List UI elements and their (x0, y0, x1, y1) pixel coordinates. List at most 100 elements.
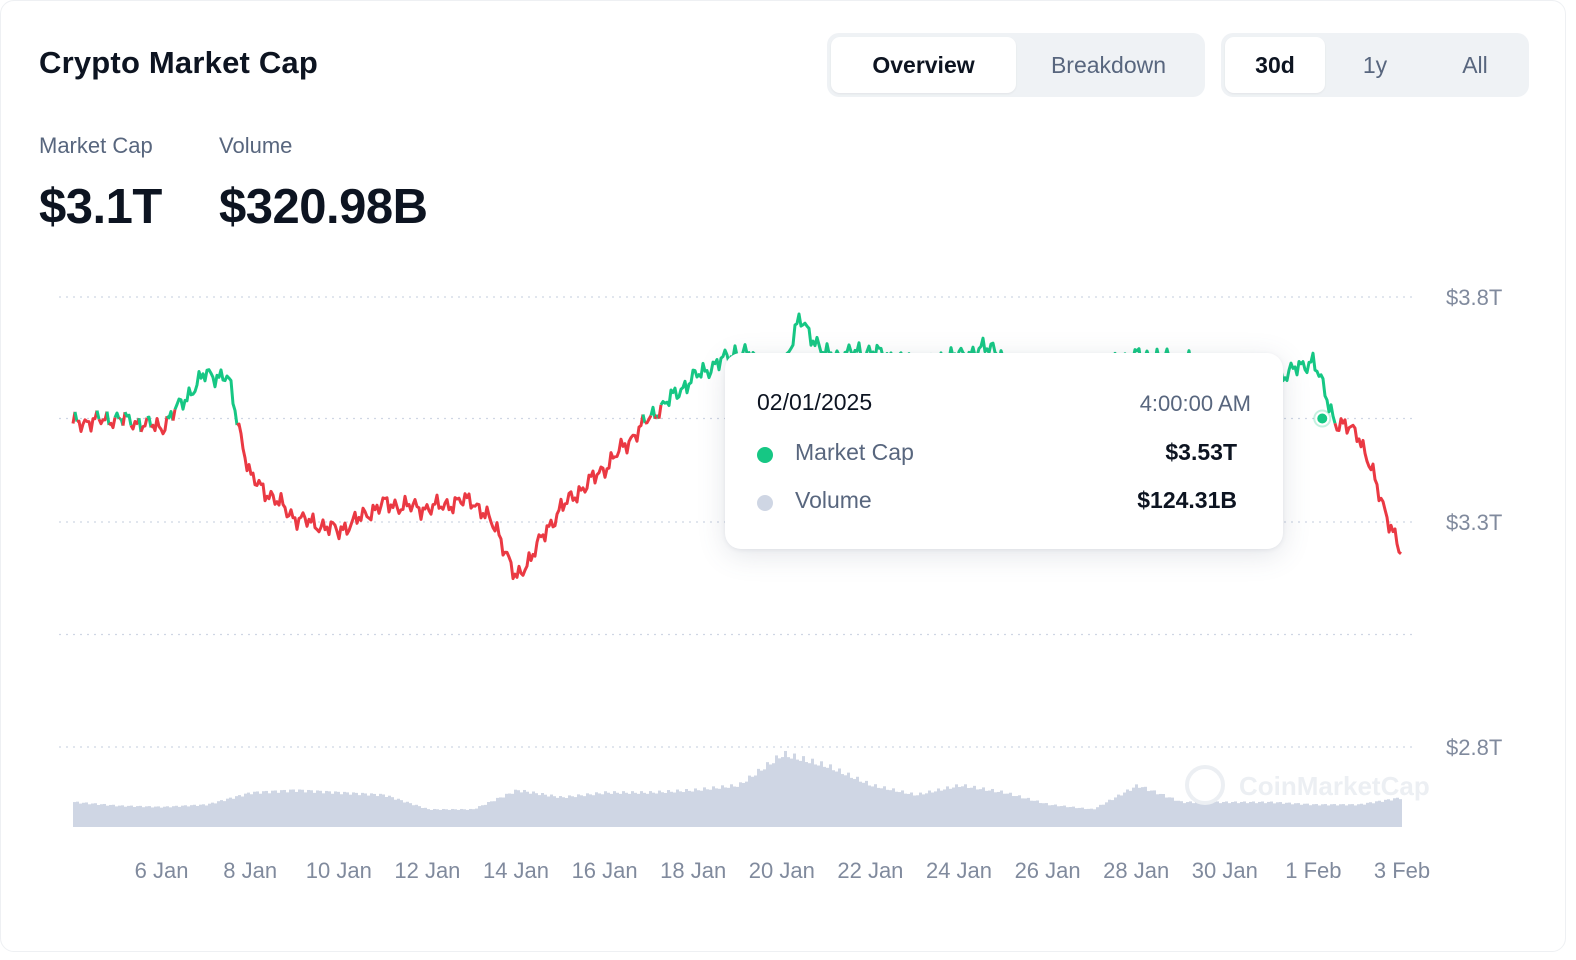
volume-bar (526, 791, 529, 827)
volume-bar (388, 795, 391, 827)
tooltip-market-cap-label: Market Cap (795, 439, 914, 465)
x-tick-label: 6 Jan (135, 858, 189, 883)
volume-bar (835, 771, 838, 827)
volume-bar (361, 792, 364, 827)
volume-bar (205, 805, 208, 827)
volume-bar (1255, 803, 1258, 827)
volume-bar (772, 763, 775, 827)
range-30d[interactable]: 30d (1225, 37, 1325, 93)
volume-bar (286, 792, 289, 827)
volume-bar (352, 792, 355, 827)
volume-bar (1126, 789, 1129, 827)
range-all[interactable]: All (1462, 52, 1488, 78)
volume-bar (157, 806, 160, 827)
volume-bar (553, 796, 556, 827)
volume-bar (1039, 803, 1042, 827)
volume-bar (1135, 784, 1138, 827)
volume-bar (1150, 790, 1153, 827)
range-1y[interactable]: 1y (1362, 52, 1388, 78)
volume-bar (259, 793, 262, 827)
volume-bar (943, 789, 946, 827)
volume-bar (1276, 802, 1279, 827)
y-tick-label: $3.3T (1446, 510, 1502, 535)
volume-bar (1390, 800, 1393, 827)
volume-bar (925, 793, 928, 827)
tab-overview[interactable]: Overview (831, 37, 1016, 93)
volume-bar (1270, 801, 1273, 827)
volume-bar (1183, 803, 1186, 827)
market-cap-line-up (641, 414, 647, 424)
volume-bar (559, 796, 562, 827)
tab-breakdown[interactable]: Breakdown (1050, 52, 1167, 78)
volume-bar (139, 805, 142, 827)
volume-bar (1108, 799, 1111, 827)
volume-bar (316, 790, 319, 827)
volume-bar (1093, 809, 1096, 827)
volume-bar (709, 789, 712, 827)
range-toggle: 30d 1y All (1221, 33, 1529, 97)
volume-bar (457, 809, 460, 827)
volume-bar (415, 804, 418, 827)
volume-bar (1156, 794, 1159, 827)
volume-bar (535, 793, 538, 827)
market-cap-line-down (149, 415, 169, 436)
volume-bar (961, 786, 964, 827)
volume-bar (1291, 804, 1294, 827)
market-cap-chart[interactable]: $3.8T $3.3T $2.8T 6 Jan 8 Jan 10 Jan 12 Jan 14 … (1, 271, 1561, 911)
volume-bar (1237, 803, 1240, 827)
tooltip-volume-value: $124.31B (1137, 487, 1237, 513)
volume-bar (718, 788, 721, 827)
volume-bar (676, 789, 679, 827)
volume-bar (976, 789, 979, 827)
volume-bar (1144, 786, 1147, 827)
market-cap-line-up (649, 405, 657, 420)
volume-bar (94, 803, 97, 827)
volume-bar (586, 793, 589, 827)
volume-bar (982, 787, 985, 827)
volume-bar (1324, 804, 1327, 827)
volume-bar (283, 789, 286, 827)
volume-bar (355, 792, 358, 827)
volume-bar (1300, 804, 1303, 827)
volume-bar (487, 802, 490, 827)
volume-bar (847, 772, 850, 827)
volume-bar (973, 785, 976, 827)
volume-bar (949, 788, 952, 827)
volume-bar (367, 795, 370, 827)
market-cap-dot-icon (757, 447, 773, 463)
volume-bar (733, 786, 736, 827)
volume-bar (658, 790, 661, 827)
volume-bar (163, 806, 166, 827)
volume-bar (1294, 803, 1297, 827)
volume-bar (934, 791, 937, 827)
x-tick-label: 16 Jan (572, 858, 638, 883)
volume-bar (1243, 801, 1246, 827)
volume-bar (985, 790, 988, 827)
volume-bar (640, 791, 643, 827)
volume-bar (343, 791, 346, 827)
volume-bar (673, 792, 676, 827)
volume-bar (187, 806, 190, 827)
volume-series (73, 750, 1402, 827)
volume-bar (1087, 808, 1090, 827)
y-tick-label: $2.8T (1446, 735, 1502, 760)
volume-bar (1363, 804, 1366, 827)
volume-bar (694, 788, 697, 827)
volume-bar (1210, 803, 1213, 827)
volume-bar (751, 776, 754, 827)
volume-bar (748, 775, 751, 827)
volume-bar (775, 755, 778, 827)
volume-bar (877, 787, 880, 827)
volume-bar (1000, 790, 1003, 827)
market-cap-line-up (73, 411, 79, 422)
volume-bar (1249, 801, 1252, 827)
volume-bar (643, 792, 646, 827)
volume-bar (1021, 798, 1024, 827)
volume-bar (757, 768, 760, 827)
volume-bar (1333, 804, 1336, 827)
volume-bar (1207, 801, 1210, 827)
volume-bar (1381, 801, 1384, 827)
volume-bar (631, 791, 634, 827)
volume-bar (1180, 801, 1183, 827)
